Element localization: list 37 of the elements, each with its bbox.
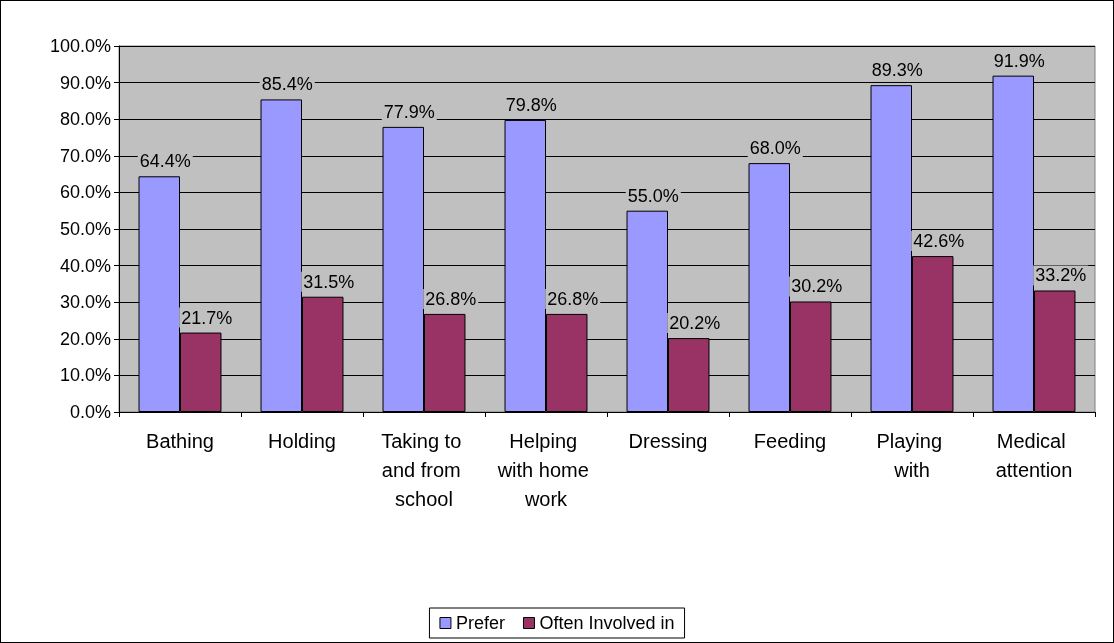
data-label: 55.0% <box>627 185 679 206</box>
x-tick-label: Medical attention <box>995 429 1073 481</box>
x-tick-label: Dressing <box>628 429 708 452</box>
y-tick-label: 10.0% <box>59 365 111 386</box>
data-label: 64.4% <box>139 151 191 172</box>
y-tick-label: 100.0% <box>49 36 111 56</box>
x-tick-label: Feeding <box>753 429 827 452</box>
y-tick-label: 90.0% <box>59 72 111 93</box>
legend-label: Often Involved in <box>539 613 675 633</box>
data-label: 77.9% <box>383 101 435 122</box>
legend-label: Prefer <box>455 613 505 633</box>
x-tick-label: Bathing <box>146 429 214 452</box>
data-label: 31.5% <box>303 271 355 292</box>
data-label: 91.9% <box>993 50 1045 71</box>
data-label: 68.0% <box>749 138 801 159</box>
x-tick-label: Taking to and from school <box>381 429 467 510</box>
y-tick-label: 80.0% <box>59 109 111 130</box>
x-tick-label: Playing with <box>876 429 948 481</box>
y-tick-label: 70.0% <box>59 145 111 166</box>
data-label: 85.4% <box>261 74 313 95</box>
data-label: 20.2% <box>669 313 721 334</box>
data-label: 30.2% <box>791 276 843 297</box>
data-label: 89.3% <box>871 60 923 81</box>
data-label: 42.6% <box>913 231 965 252</box>
data-label: 79.8% <box>505 94 557 115</box>
y-tick-label: 40.0% <box>59 255 111 276</box>
x-tick-label: Holding <box>268 429 336 452</box>
y-tick-label: 20.0% <box>59 328 111 349</box>
y-tick-label: 50.0% <box>59 219 111 239</box>
data-label: 26.8% <box>547 288 599 309</box>
data-label: 21.7% <box>181 307 233 328</box>
x-tick-label: Helping with home work <box>496 429 595 510</box>
y-tick-label: 30.0% <box>59 292 111 313</box>
data-label: 33.2% <box>1035 265 1087 286</box>
y-tick-label: 60.0% <box>59 182 111 203</box>
y-tick-label: 0.0% <box>69 402 111 422</box>
data-label: 26.8% <box>425 288 477 309</box>
